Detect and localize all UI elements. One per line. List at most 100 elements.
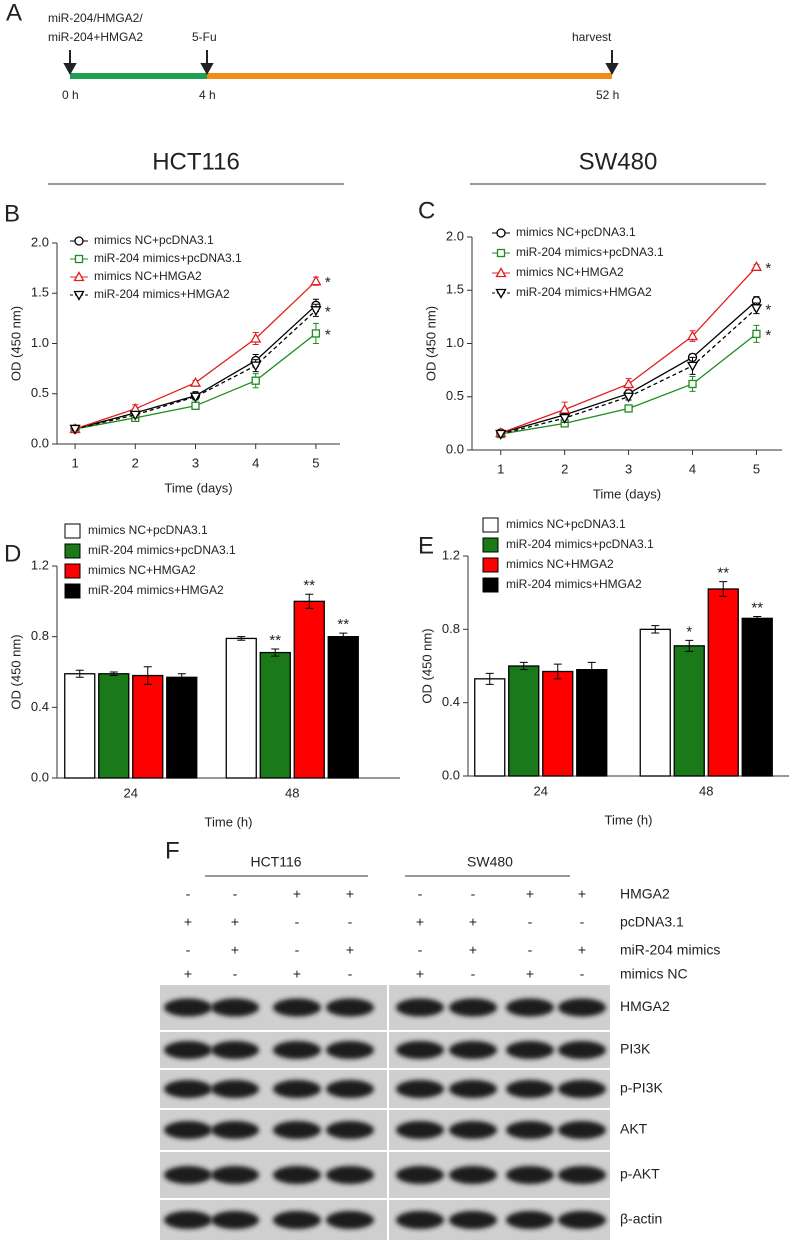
band bbox=[506, 1121, 554, 1139]
bar bbox=[474, 678, 506, 777]
marker bbox=[129, 410, 141, 421]
legend-marker bbox=[495, 288, 507, 299]
band bbox=[326, 998, 374, 1017]
legend-marker bbox=[73, 290, 85, 301]
band bbox=[164, 1041, 212, 1059]
x-axis-label: Time (h) bbox=[605, 812, 653, 827]
y-tick-label: 0.8 bbox=[31, 628, 49, 643]
band bbox=[558, 1080, 606, 1098]
y-tick-label: 2.0 bbox=[446, 228, 464, 243]
y-tick-label: 2.0 bbox=[31, 234, 49, 249]
y-axis-label: OD (450 nm) bbox=[423, 306, 438, 381]
band bbox=[164, 1211, 212, 1229]
y-axis-label: OD (450 nm) bbox=[419, 628, 434, 703]
error-bar bbox=[587, 661, 596, 678]
panel-label: F bbox=[165, 837, 180, 864]
band bbox=[211, 1121, 259, 1139]
band bbox=[211, 1211, 259, 1229]
significance: * bbox=[765, 301, 771, 318]
x-tick-label: 24 bbox=[534, 783, 548, 798]
error-bar bbox=[519, 661, 528, 671]
marker bbox=[622, 392, 635, 403]
x-tick-label: 1 bbox=[71, 455, 78, 470]
y-axis-label: OD (450 nm) bbox=[8, 306, 23, 381]
time-label: 4 h bbox=[199, 88, 216, 102]
bar bbox=[508, 665, 540, 777]
series-line bbox=[74, 304, 317, 430]
legend-label: miR-204 mimics+pcDNA3.1 bbox=[94, 251, 242, 265]
band bbox=[449, 1121, 497, 1139]
sign: - bbox=[233, 886, 238, 902]
legend-label: mimics NC+pcDNA3.1 bbox=[94, 233, 214, 247]
band bbox=[326, 1121, 374, 1139]
error-bar bbox=[485, 672, 494, 685]
sign: + bbox=[293, 886, 301, 902]
legend-swatch bbox=[64, 523, 81, 539]
sign: + bbox=[416, 914, 424, 930]
cell-line-header: HCT116 bbox=[152, 148, 240, 175]
arrows bbox=[63, 50, 619, 76]
significance: * bbox=[765, 327, 771, 344]
series-line bbox=[500, 307, 757, 435]
x-tick-label: 4 bbox=[252, 455, 259, 470]
error-bar bbox=[753, 616, 762, 621]
x-tick-label: 48 bbox=[699, 783, 713, 798]
band bbox=[506, 1166, 554, 1184]
legend-label: mimics NC+HMGA2 bbox=[506, 557, 614, 571]
condition-label: HMGA2 bbox=[620, 886, 670, 902]
series-line bbox=[500, 300, 757, 434]
sign: - bbox=[233, 966, 238, 982]
band bbox=[506, 1080, 554, 1098]
band bbox=[211, 998, 259, 1017]
sign: + bbox=[184, 966, 192, 982]
x-axis-label: Time (days) bbox=[593, 486, 661, 501]
legend-label: miR-204 mimics+HMGA2 bbox=[506, 577, 642, 591]
bar bbox=[576, 669, 608, 777]
band-label: AKT bbox=[620, 1121, 648, 1137]
significance: * bbox=[325, 303, 331, 320]
band-label: HMGA2 bbox=[620, 998, 670, 1014]
bar bbox=[259, 651, 291, 779]
sign: - bbox=[186, 942, 191, 958]
x-tick-label: 1 bbox=[497, 461, 504, 476]
sign: + bbox=[416, 966, 424, 982]
y-tick-label: 0.5 bbox=[31, 385, 49, 400]
marker bbox=[750, 260, 763, 271]
condition-label: miR-204 mimics bbox=[620, 942, 720, 958]
band bbox=[326, 1041, 374, 1059]
significance: * bbox=[686, 623, 692, 640]
band bbox=[164, 1166, 212, 1184]
marker bbox=[250, 361, 262, 372]
significance: ** bbox=[337, 616, 349, 633]
sign: - bbox=[580, 966, 585, 982]
error-bar bbox=[719, 581, 728, 597]
x-tick-label: 3 bbox=[625, 461, 632, 476]
legend-marker bbox=[496, 248, 506, 258]
error-bar bbox=[109, 671, 118, 677]
error-bar bbox=[237, 636, 246, 641]
legend-marker bbox=[74, 254, 84, 264]
marker bbox=[311, 329, 321, 338]
time-label: 0 h bbox=[62, 88, 79, 102]
sign: + bbox=[346, 886, 354, 902]
band-label: p-AKT bbox=[620, 1166, 660, 1182]
x-tick-label: 3 bbox=[192, 455, 199, 470]
legend-swatch bbox=[482, 517, 499, 533]
error-bar bbox=[685, 639, 694, 652]
error-bar bbox=[75, 669, 84, 678]
band bbox=[326, 1080, 374, 1098]
bar bbox=[132, 674, 164, 779]
band bbox=[273, 1041, 321, 1059]
bar bbox=[639, 628, 671, 777]
error-bar bbox=[143, 666, 152, 685]
band bbox=[211, 1080, 259, 1098]
significance: ** bbox=[269, 632, 281, 649]
legend-swatch bbox=[64, 563, 81, 579]
significance: ** bbox=[303, 577, 315, 594]
sign: - bbox=[418, 886, 423, 902]
sign: + bbox=[231, 914, 239, 930]
band bbox=[558, 1211, 606, 1229]
significance: * bbox=[765, 260, 771, 277]
sign: + bbox=[578, 886, 586, 902]
sign: + bbox=[293, 966, 301, 982]
